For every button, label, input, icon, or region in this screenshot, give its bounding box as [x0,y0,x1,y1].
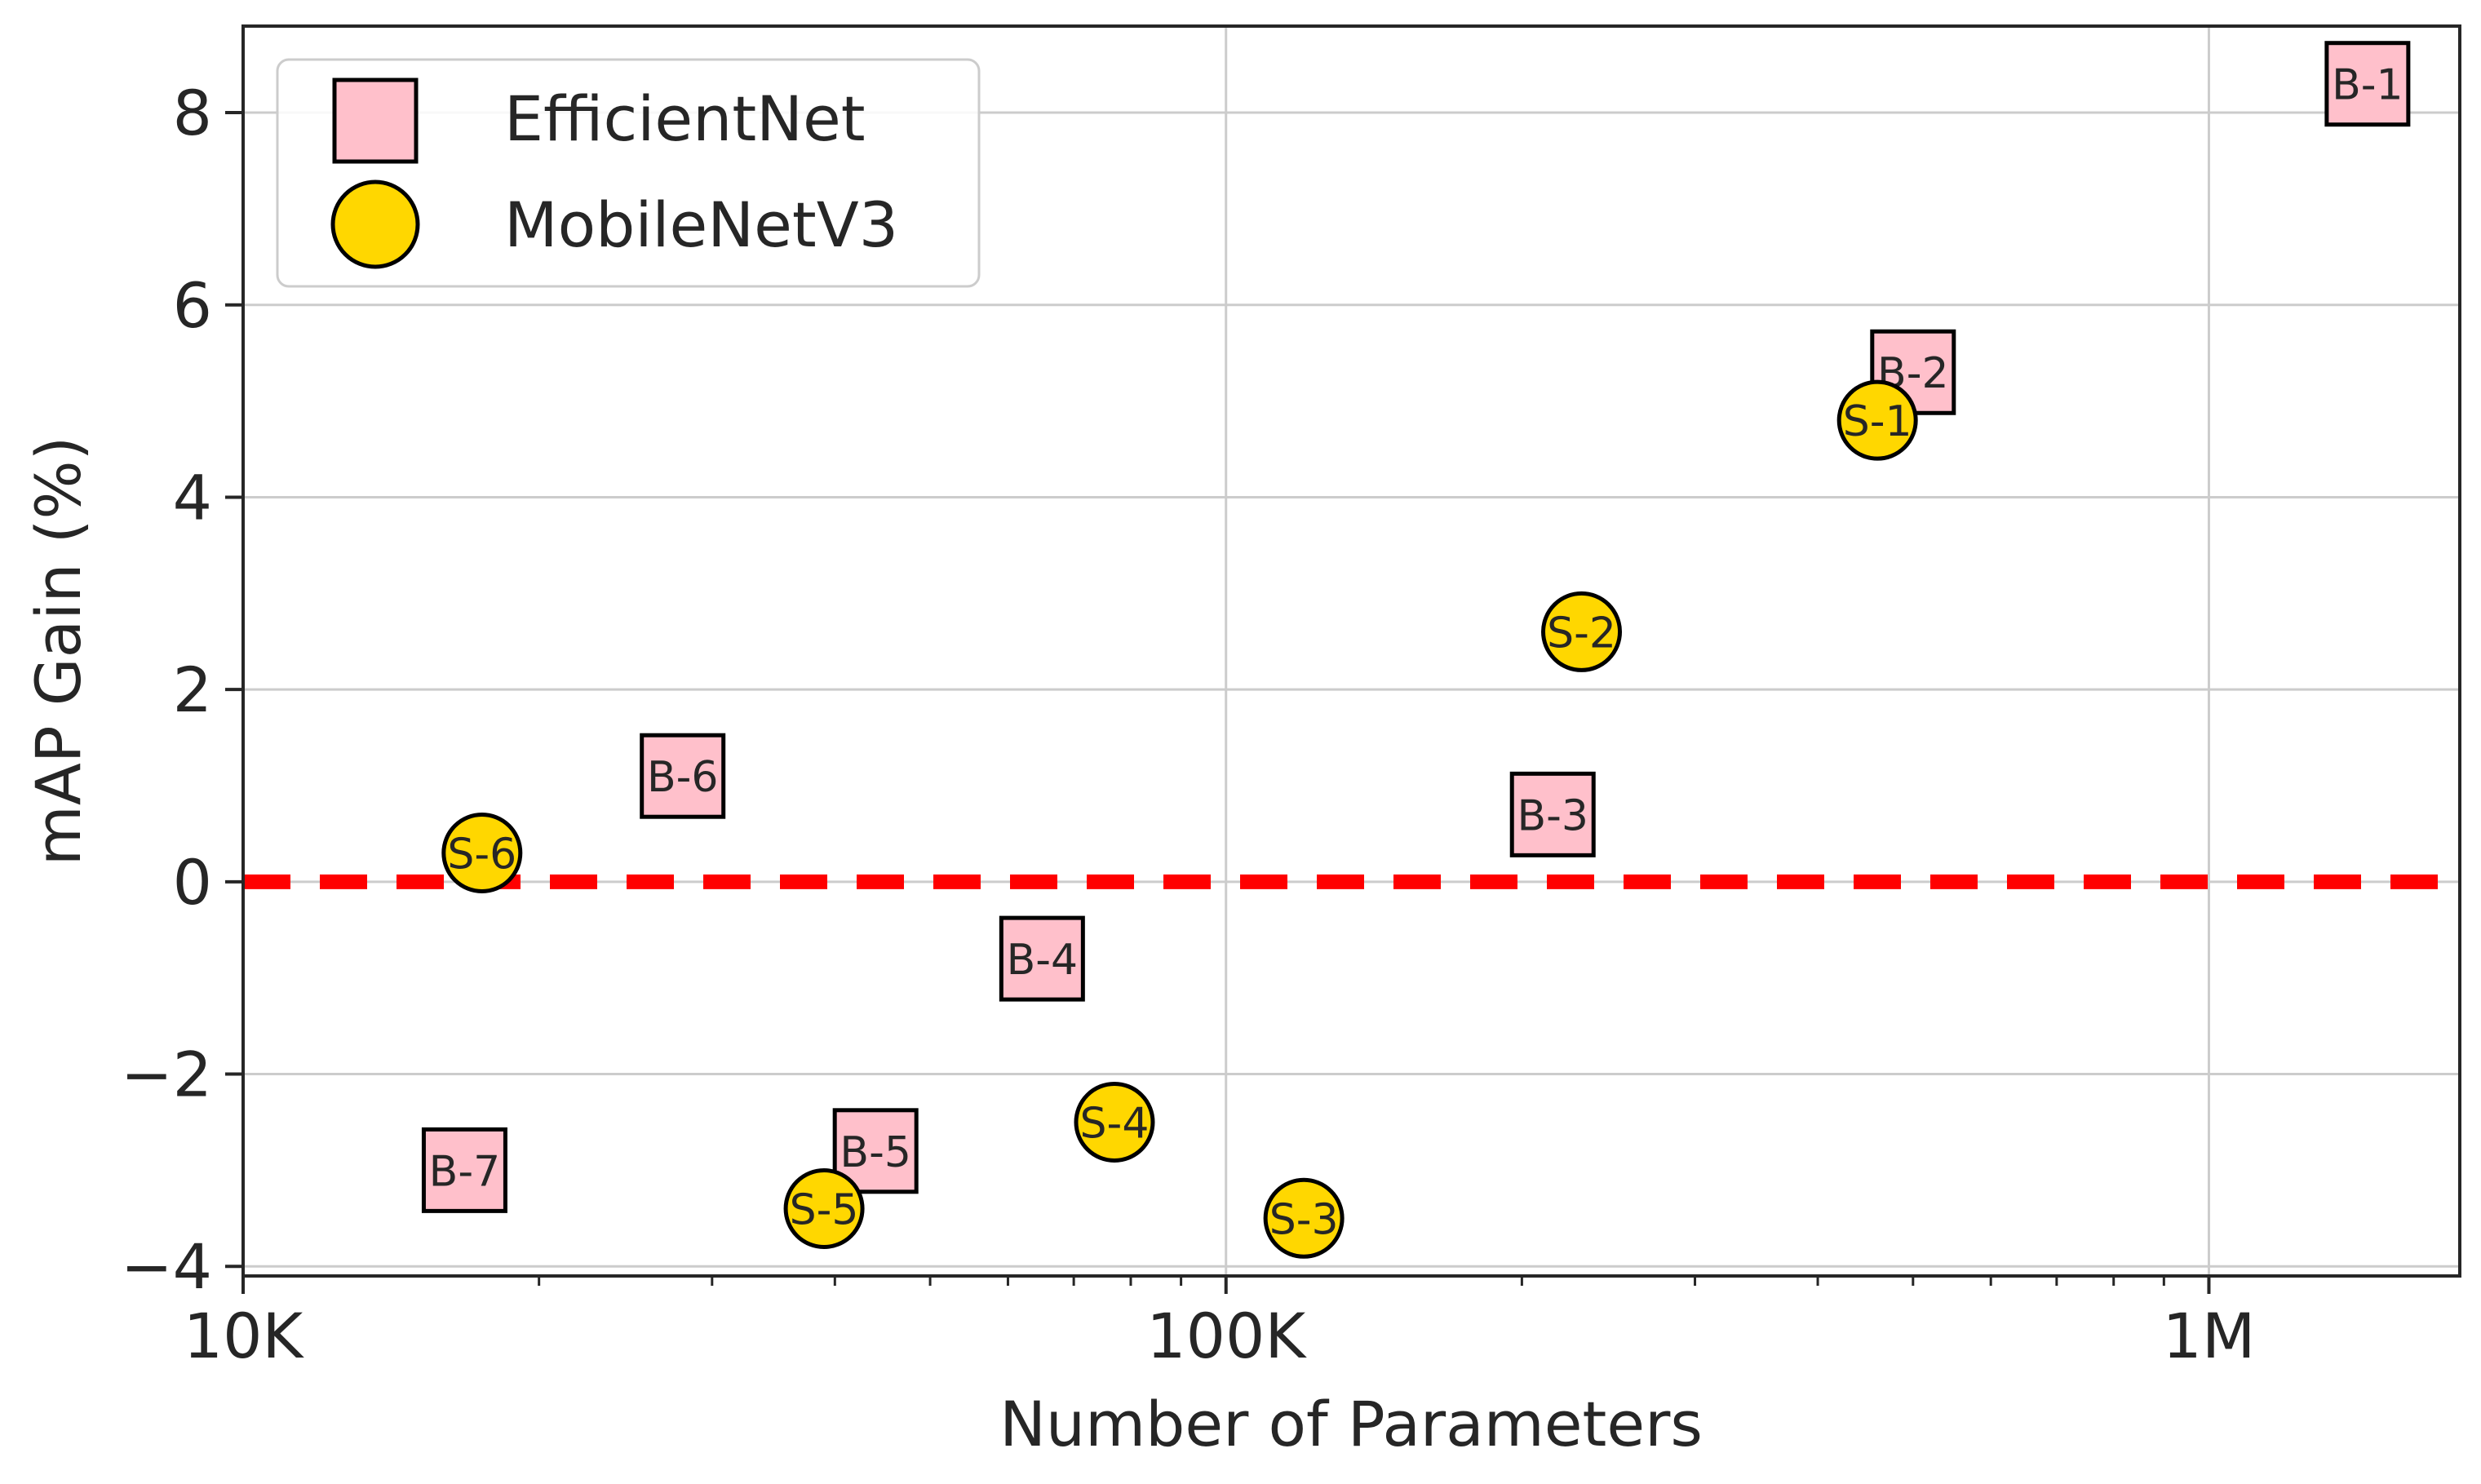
legend-box [276,58,981,288]
point-label-s-6: S-6 [447,830,516,879]
plot-frame [241,24,2461,1278]
legend-marker-efficientnet [332,78,419,164]
point-s-1 [1836,379,1918,461]
point-label-b-7: B-7 [429,1147,501,1196]
data-points: B-1B-2B-3B-4B-5B-6B-7S-1S-2S-3S-4S-5S-6 [421,41,2411,1259]
x-tick-label: 10K [184,1300,305,1372]
legend-label-mobilenetv3: MobileNetV3 [504,188,898,261]
point-s-4 [1074,1081,1155,1163]
legend-marker-mobilenetv3 [330,179,420,269]
point-label-b-3: B-3 [1517,791,1588,840]
y-tick-label: −2 [121,1039,212,1111]
y-axis-title: mAP Gain (%) [22,436,95,866]
point-s-3 [1263,1177,1345,1259]
y-tick-label: 6 [173,269,212,342]
point-label-s-5: S-5 [790,1186,859,1235]
point-b-3 [1509,771,1596,857]
point-b-1 [2324,41,2411,127]
legend: EfficientNet MobileNetV3 [276,58,981,288]
x-axis-title: Number of Parameters [999,1388,1703,1460]
point-label-s-2: S-2 [1547,609,1616,658]
point-label-s-1: S-1 [1843,397,1912,446]
point-b-6 [640,733,726,819]
y-tick-label: 2 [173,653,212,726]
y-tick-label: 4 [173,461,212,534]
legend-label-efficientnet: EfficientNet [504,82,866,155]
x-tick-label: 100K [1146,1300,1307,1372]
axis-ticks: 10K 100K 1M −4 −2 0 2 4 6 8 [121,77,2255,1372]
point-label-b-6: B-6 [647,753,719,802]
point-b-7 [421,1127,507,1213]
point-b-4 [999,915,1085,1002]
point-s-6 [441,812,523,893]
point-s-5 [783,1168,865,1250]
point-label-b-1: B-1 [2332,61,2403,110]
x-tick-label: 1M [2162,1300,2255,1372]
point-label-b-4: B-4 [1007,936,1079,985]
point-s-2 [1541,591,1623,672]
y-tick-label: −4 [121,1230,212,1303]
point-label-s-3: S-3 [1269,1195,1339,1244]
point-label-b-5: B-5 [840,1128,911,1177]
y-tick-label: 0 [173,846,212,919]
point-label-s-4: S-4 [1080,1099,1150,1148]
y-tick-label: 8 [173,77,212,149]
